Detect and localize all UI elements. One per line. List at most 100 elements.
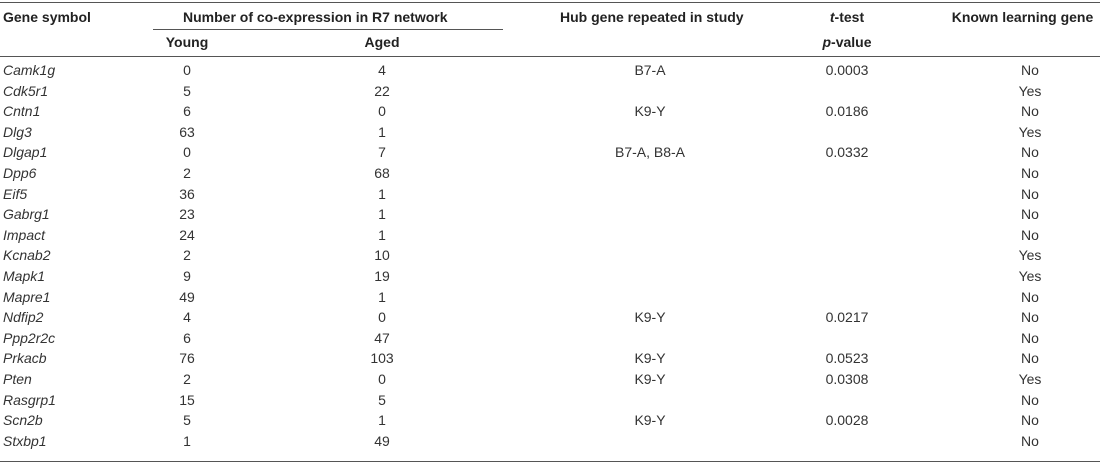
gene-symbol-cell: Camk1g (3, 62, 56, 78)
p-value-cell: 0.0003 (825, 62, 869, 78)
known-learning-cell: Yes (1018, 371, 1042, 387)
known-learning-cell: Yes (1018, 268, 1042, 284)
header-pvalue-italic: p (822, 34, 832, 50)
young-count-cell: 5 (183, 82, 191, 99)
aged-count-cell: 47 (374, 329, 390, 346)
p-value-cell: 0.0186 (825, 103, 869, 120)
known-learning-cell: No (1021, 62, 1039, 78)
aged-count-cell: 1 (378, 123, 386, 140)
p-value-cell: 0.0332 (825, 144, 869, 161)
young-count-cell: 36 (179, 185, 195, 202)
gene-symbol-cell: Stxbp1 (3, 432, 47, 449)
table-row: Mapk1 9 19 Yes (0, 266, 1100, 287)
aged-count-cell: 1 (378, 288, 386, 305)
aged-count-cell: 7 (378, 144, 386, 161)
known-learning-cell: No (1021, 309, 1039, 326)
hub-gene-cell: K9-Y (634, 103, 666, 120)
p-value-cell: 0.0028 (825, 412, 869, 429)
aged-count-cell: 1 (378, 412, 386, 429)
gene-symbol-cell: Eif5 (3, 185, 28, 202)
table-row: Ppp2r2c 6 47 No (0, 328, 1100, 349)
known-learning-cell: No (1021, 185, 1039, 202)
known-learning-cell: No (1021, 144, 1039, 161)
young-count-cell: 2 (183, 165, 191, 181)
header-hub-gene: Hub gene repeated in study (560, 9, 744, 25)
aged-count-cell: 0 (378, 103, 386, 120)
hub-gene-cell: K9-Y (634, 412, 666, 429)
table-row: Gabrg1 23 1 No (0, 204, 1100, 225)
table-row: Cntn1 6 0 K9-Y 0.0186 No (0, 101, 1100, 122)
p-value-cell: 0.0523 (825, 350, 869, 367)
table-row: Dlgap1 0 7 B7-A, B8-A 0.0332 No (0, 142, 1100, 163)
table-row: Impact 24 1 No (0, 225, 1100, 246)
known-learning-cell: Yes (1018, 82, 1042, 99)
gene-symbol-cell: Scn2b (3, 412, 43, 429)
header-aged: Aged (364, 34, 400, 50)
table-row: Pten 2 0 K9-Y 0.0308 Yes (0, 369, 1100, 390)
p-value-cell: 0.0217 (825, 309, 869, 326)
gene-symbol-cell: Dlgap1 (3, 144, 48, 161)
known-learning-cell: No (1021, 103, 1039, 120)
gene-symbol-cell: Ppp2r2c (3, 329, 56, 346)
young-count-cell: 1 (183, 432, 191, 449)
gene-symbol-cell: Cntn1 (3, 103, 41, 120)
young-count-cell: 76 (179, 350, 195, 367)
gene-symbol-cell: Kcnab2 (3, 247, 51, 264)
table-row: Scn2b 5 1 K9-Y 0.0028 No (0, 410, 1100, 431)
gene-symbol-cell: Mapre1 (3, 288, 51, 305)
aged-count-cell: 1 (378, 185, 386, 202)
known-learning-cell: No (1021, 412, 1039, 429)
header-rule (0, 56, 1100, 57)
known-learning-cell: No (1021, 288, 1039, 305)
gene-symbol-cell: Dlg3 (3, 123, 32, 140)
gene-symbol-cell: Pten (3, 371, 32, 387)
known-learning-cell: No (1021, 226, 1039, 243)
known-learning-cell: No (1021, 350, 1039, 367)
young-count-cell: 6 (183, 103, 191, 120)
young-count-cell: 9 (183, 268, 191, 284)
top-rule (0, 2, 1100, 3)
aged-count-cell: 0 (378, 309, 386, 326)
p-value-cell: 0.0308 (825, 371, 869, 387)
aged-count-cell: 49 (374, 432, 390, 449)
header-ttest: t-test (812, 9, 882, 25)
table-row: Kcnab2 2 10 Yes (0, 245, 1100, 266)
known-learning-cell: No (1021, 329, 1039, 346)
young-count-cell: 4 (183, 309, 191, 326)
bottom-rule (0, 461, 1100, 462)
gene-symbol-cell: Prkacb (3, 350, 47, 367)
hub-gene-cell: K9-Y (634, 350, 666, 367)
known-learning-cell: No (1021, 432, 1039, 449)
known-learning-cell: No (1021, 391, 1039, 408)
hub-gene-cell: K9-Y (634, 371, 666, 387)
table-row: Dpp6 2 68 No (0, 163, 1100, 184)
hub-gene-cell: B7-A, B8-A (614, 144, 686, 161)
header-ttest-italic: t (829, 9, 835, 25)
aged-count-cell: 0 (378, 371, 386, 387)
aged-count-cell: 5 (378, 391, 386, 408)
table-row: Stxbp1 1 49 No (0, 431, 1100, 452)
table-row: Ndfip2 4 0 K9-Y 0.0217 No (0, 307, 1100, 328)
table-row: Cdk5r1 5 22 Yes (0, 81, 1100, 102)
aged-count-cell: 1 (378, 226, 386, 243)
aged-count-cell: 4 (378, 62, 386, 78)
young-count-cell: 63 (179, 123, 195, 140)
young-count-cell: 0 (183, 62, 191, 78)
young-count-cell: 23 (179, 206, 195, 223)
young-count-cell: 6 (183, 329, 191, 346)
hub-gene-cell: K9-Y (634, 309, 666, 326)
gene-symbol-cell: Dpp6 (3, 165, 37, 181)
known-learning-cell: Yes (1018, 123, 1042, 140)
young-count-cell: 5 (183, 412, 191, 429)
aged-count-cell: 103 (370, 350, 394, 367)
young-count-cell: 2 (183, 247, 191, 264)
gene-symbol-cell: Impact (3, 226, 46, 243)
table-row: Prkacb 76 103 K9-Y 0.0523 No (0, 348, 1100, 369)
known-learning-cell: Yes (1018, 247, 1042, 264)
coexpression-subrule (153, 29, 503, 30)
table-row: Mapre1 49 1 No (0, 287, 1100, 308)
header-young: Young (165, 34, 209, 50)
hub-gene-cell: B7-A (634, 62, 666, 78)
header-known-learning-gene: Known learning gene (951, 9, 1094, 25)
aged-count-cell: 22 (374, 82, 390, 99)
